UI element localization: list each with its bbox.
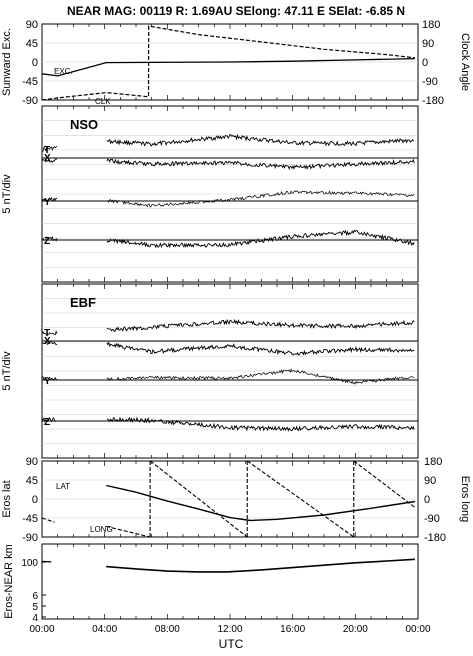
y-tick-label: 6 [32,591,38,602]
y-tick-label: -90 [22,532,38,544]
panel-eros-near-frame [41,543,419,620]
component-label-z: Z [44,236,50,247]
series-long-line [41,517,55,523]
annotation-exc: EXC. [54,67,73,76]
x-tick-label: 00:00 [405,624,430,635]
y-tick-label-right: -90 [424,513,440,525]
component-label-y: Y [44,376,51,387]
trace-t-line [106,133,415,147]
y-tick-label: 0 [32,57,38,69]
y-tick-label: 45 [26,475,38,487]
y-tick-label-right: 0 [424,494,430,506]
y-tick-label: -90 [22,95,38,107]
trace-y-line [106,190,415,208]
y-tick-label: 100 [21,558,38,569]
x-axis-title: UTC [219,637,244,651]
annotation-clk: CLK [95,97,111,106]
series-long-line [247,460,355,538]
y-tick-label: 0 [32,494,38,506]
series-long-line [106,525,151,538]
y-tick-label-right: -180 [422,95,444,107]
trace-t-line [41,329,58,336]
component-label-z: Z [44,417,50,428]
y-tick-label: -45 [22,76,38,88]
y-tick-label-right: -90 [422,76,438,88]
trace-t-line [42,145,58,152]
y-axis-title: Eros lat [1,480,13,517]
series-distance-line [106,558,415,573]
series-lat-line [106,484,416,522]
y-axis-title: 5 nT/div [1,351,13,391]
series-long-line [149,460,248,538]
y-tick-label-right: 90 [422,38,434,50]
trace-x-line [106,341,415,356]
trace-x-line [41,339,58,346]
y-tick-label: 90 [26,19,38,31]
figure-title: NEAR MAG: 00119 R: 1.69AU SElong: 47.11 … [67,4,405,18]
trace-x-line [41,158,57,164]
x-tick-label: 04:00 [92,624,117,635]
y-tick-label: 4 [32,613,38,624]
annotation-lat: LAT [56,482,70,491]
annotation-long: LONG [90,525,113,534]
trace-z-line [41,235,58,242]
y-tick-label: 90 [26,456,38,468]
x-tick-label: 20:00 [343,624,368,635]
y-tick-label: -45 [22,513,38,525]
y-tick-label: 45 [26,38,38,50]
y-tick-label-right: 90 [424,475,436,487]
y-axis-title: Eros-NEAR km [3,544,15,619]
component-label-x: X [44,336,51,347]
y-tick-label: 5 [32,602,38,613]
component-label-y: Y [44,197,51,208]
y-tick-label-right: 180 [422,19,440,31]
y-axis-title: Sunward Exc. [1,28,13,96]
trace-z-line [106,229,415,249]
component-label-t: T [44,328,50,339]
x-tick-label: 00:00 [29,624,54,635]
component-label-x: X [44,153,51,164]
trace-x-line [106,158,415,171]
y-tick-label-right: 0 [422,57,428,69]
trace-y-line [106,368,415,385]
x-tick-label: 08:00 [155,624,180,635]
y-axis-title-right: Clock Angle [459,33,471,91]
series-exc-line [41,57,415,77]
y-tick-label-right: -180 [424,532,446,544]
y-tick-label-right: 180 [424,456,442,468]
component-label-t: T [44,145,50,156]
x-tick-label: 16:00 [280,624,305,635]
trace-z-line [106,416,415,432]
trace-y-line [41,196,58,202]
series-long-line [353,460,416,508]
series-clk-line [41,25,415,101]
y-axis-title-right: Eros long [459,476,471,522]
trace-z-line [41,416,58,423]
panel-ebf-title: EBF [70,295,96,310]
plot-area: 90 45 0 -45 -90 180 90 0 -90 -180 Sunward Exc. Cloc… [1,19,471,635]
x-tick-label: 12:00 [217,624,242,635]
trace-t-line [106,318,415,333]
trace-y-line [41,376,57,381]
y-axis-title: 5 nT/div [1,174,13,214]
series-distance-line [41,560,52,563]
panel-nso-title: NSO [70,117,98,132]
